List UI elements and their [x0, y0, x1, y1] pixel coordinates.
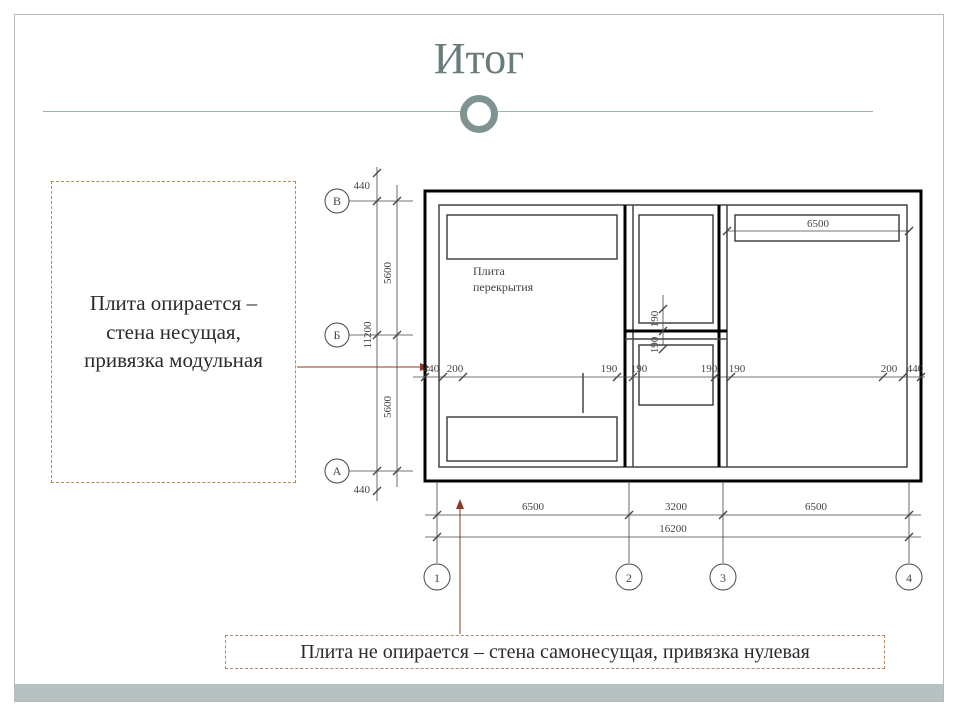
- vertical-dim-chain: 440 5600 5600 11200 440: [354, 167, 402, 501]
- svg-text:6500: 6500: [805, 501, 828, 513]
- inner-h-dim-row: 440 200 190 190 190 190 200 440: [413, 363, 925, 381]
- svg-text:16200: 16200: [659, 523, 687, 535]
- svg-text:6500: 6500: [807, 218, 830, 230]
- callout-left-line2: стена несущая,: [84, 318, 263, 346]
- callout-left-line1: Плита опирается –: [84, 289, 263, 317]
- plan-note-2: перекрытия: [473, 280, 534, 294]
- svg-text:В: В: [333, 194, 341, 208]
- decorative-circle-icon: [460, 95, 498, 133]
- svg-text:2: 2: [626, 571, 632, 585]
- callout-bottom: Плита не опирается – стена самонесущая, …: [225, 635, 885, 669]
- plan-note-1: Плита: [473, 264, 505, 278]
- svg-text:3: 3: [720, 571, 726, 585]
- callout-bottom-text: Плита не опирается – стена самонесущая, …: [300, 639, 810, 666]
- page-title: Итог: [15, 33, 943, 84]
- callout-left-line3: привязка модульная: [84, 346, 263, 374]
- svg-text:1: 1: [434, 571, 440, 585]
- slide-frame: Итог Плита опирается – стена несущая, пр…: [14, 14, 944, 702]
- svg-text:А: А: [333, 464, 342, 478]
- svg-text:200: 200: [447, 363, 464, 375]
- svg-text:440: 440: [423, 363, 440, 375]
- svg-text:440: 440: [354, 484, 371, 496]
- svg-text:200: 200: [881, 363, 898, 375]
- callout-left: Плита опирается – стена несущая, привязк…: [51, 181, 296, 483]
- header-rule: [43, 111, 873, 112]
- svg-text:11200: 11200: [362, 321, 374, 349]
- svg-text:4: 4: [906, 571, 912, 585]
- svg-text:190: 190: [631, 363, 648, 375]
- svg-text:Б: Б: [334, 328, 341, 342]
- svg-text:3200: 3200: [665, 501, 688, 513]
- svg-text:440: 440: [354, 180, 371, 192]
- svg-text:190: 190: [649, 310, 661, 327]
- svg-text:5600: 5600: [382, 396, 394, 419]
- svg-text:5600: 5600: [382, 262, 394, 285]
- footer-band: [15, 684, 943, 701]
- slabs: [447, 215, 899, 461]
- plan-drawing: В Б А 440 5600 5600 11200: [313, 145, 928, 605]
- svg-text:190: 190: [729, 363, 746, 375]
- svg-text:6500: 6500: [522, 501, 545, 513]
- svg-text:190: 190: [649, 336, 661, 353]
- svg-text:440: 440: [907, 363, 924, 375]
- svg-text:190: 190: [601, 363, 618, 375]
- svg-text:190: 190: [701, 363, 718, 375]
- building-outline: [425, 191, 921, 481]
- top-right-dim: 6500: [723, 218, 913, 235]
- bottom-dims: 6500 3200 6500 16200 1 2 3 4: [424, 481, 922, 590]
